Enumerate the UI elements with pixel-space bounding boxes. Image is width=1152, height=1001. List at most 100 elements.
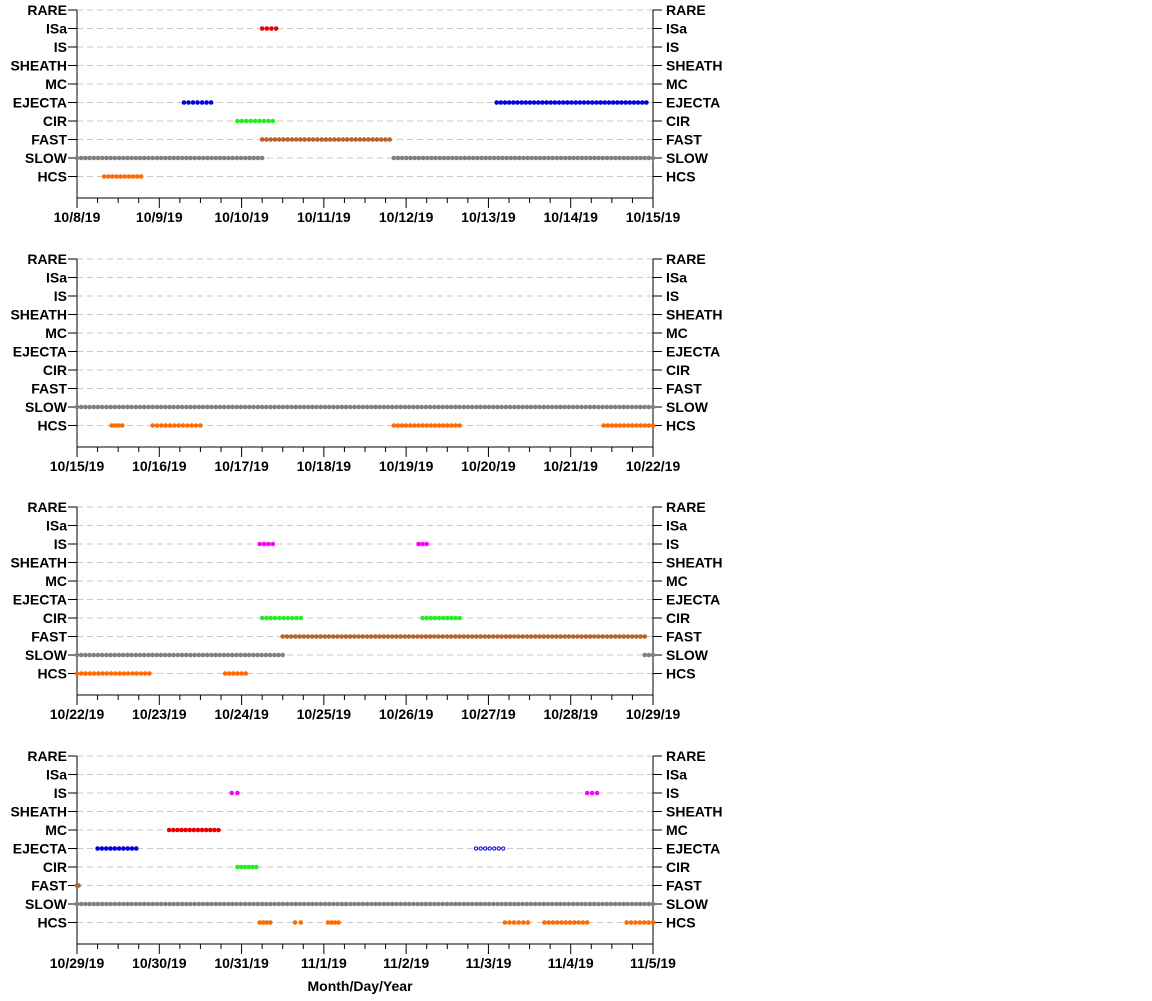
data-point-slow bbox=[167, 155, 172, 161]
data-point-hcs bbox=[150, 423, 156, 428]
data-point-fast bbox=[357, 137, 363, 142]
data-point-slow bbox=[247, 404, 252, 410]
data-point-slow bbox=[562, 404, 568, 410]
data-point-fast bbox=[330, 634, 336, 639]
data-point-ejecta bbox=[208, 100, 214, 105]
right-category-label: CIR bbox=[666, 859, 690, 875]
data-point-slow bbox=[167, 404, 172, 410]
x-tick-label: 11/5/19 bbox=[630, 955, 676, 971]
data-point-slow bbox=[440, 404, 446, 410]
data-point-slow bbox=[200, 901, 206, 907]
data-point-slow bbox=[462, 155, 468, 161]
data-point-slow bbox=[529, 155, 535, 161]
data-point-slow bbox=[251, 155, 257, 161]
data-point-slow bbox=[356, 404, 361, 410]
data-point-slow bbox=[583, 901, 589, 907]
data-point-slow bbox=[642, 901, 647, 907]
data-point-slow bbox=[364, 404, 370, 410]
data-point-slow bbox=[246, 652, 252, 658]
data-point-slow bbox=[116, 652, 122, 658]
data-point-slow bbox=[579, 155, 585, 161]
data-point-hcs bbox=[638, 423, 643, 428]
data-point-fast bbox=[373, 634, 378, 639]
data-point-hcs bbox=[336, 920, 341, 925]
data-point-ejecta bbox=[548, 100, 554, 105]
data-point-slow bbox=[487, 155, 493, 161]
data-point-cir bbox=[250, 864, 255, 870]
data-point-slow bbox=[276, 652, 281, 658]
data-point-fast bbox=[268, 137, 273, 142]
data-point-slow bbox=[209, 155, 214, 161]
data-point-slow bbox=[575, 155, 581, 161]
data-point-hcs bbox=[260, 920, 266, 925]
data-point-fast bbox=[302, 137, 307, 142]
data-point-ejecta bbox=[487, 846, 492, 851]
data-point-slow bbox=[524, 404, 530, 410]
data-point-slow bbox=[398, 404, 404, 410]
data-point-slow bbox=[268, 901, 273, 907]
data-point-slow bbox=[137, 652, 143, 658]
data-point-fast bbox=[427, 634, 433, 639]
data-point-slow bbox=[74, 155, 80, 161]
data-point-slow bbox=[259, 404, 265, 410]
data-point-fast bbox=[566, 634, 572, 639]
data-point-slow bbox=[217, 155, 223, 161]
x-tick-label: 10/25/19 bbox=[297, 706, 352, 722]
right-category-label: HCS bbox=[666, 418, 696, 434]
data-point-fast bbox=[634, 634, 639, 639]
left-category-label: HCS bbox=[37, 915, 67, 931]
data-point-ejecta bbox=[502, 100, 508, 105]
data-point-slow bbox=[646, 155, 652, 161]
data-point-hcs bbox=[226, 671, 232, 676]
data-point-mc bbox=[187, 827, 193, 833]
data-point-fast bbox=[617, 634, 622, 639]
data-point-hcs bbox=[567, 920, 573, 925]
data-point-slow bbox=[528, 901, 534, 907]
data-point-slow bbox=[104, 155, 109, 161]
data-point-slow bbox=[289, 404, 294, 410]
data-point-slow bbox=[650, 901, 656, 907]
data-point-hcs bbox=[646, 920, 651, 925]
left-category-label: RARE bbox=[27, 2, 67, 18]
data-point-fast bbox=[264, 137, 269, 142]
data-point-slow bbox=[251, 901, 256, 907]
data-point-slow bbox=[558, 404, 563, 410]
data-point-hcs bbox=[108, 671, 114, 676]
data-point-slow bbox=[238, 901, 244, 907]
data-point-slow bbox=[465, 901, 471, 907]
data-point-slow bbox=[411, 404, 416, 410]
data-point-ejecta bbox=[598, 100, 603, 105]
right-category-label: FAST bbox=[666, 381, 702, 397]
data-point-ejecta bbox=[492, 846, 497, 851]
data-point-slow bbox=[209, 404, 214, 410]
data-point-slow bbox=[360, 901, 366, 907]
data-point-slow bbox=[469, 901, 475, 907]
data-point-slow bbox=[125, 155, 130, 161]
data-point-slow bbox=[545, 404, 551, 410]
data-point-slow bbox=[158, 404, 164, 410]
data-point-is bbox=[229, 790, 234, 796]
data-point-ejecta bbox=[585, 100, 591, 105]
data-point-slow bbox=[234, 155, 240, 161]
data-point-fast bbox=[482, 634, 488, 639]
data-point-slow bbox=[450, 155, 455, 161]
left-category-label: RARE bbox=[27, 748, 67, 764]
data-point-cir bbox=[268, 615, 274, 621]
data-point-slow bbox=[116, 155, 122, 161]
data-point-slow bbox=[297, 901, 303, 907]
data-point-ejecta bbox=[540, 100, 545, 105]
data-point-slow bbox=[507, 404, 513, 410]
right-category-label: EJECTA bbox=[666, 95, 720, 111]
data-point-ejecta bbox=[631, 100, 637, 105]
data-point-slow bbox=[91, 155, 97, 161]
data-point-slow bbox=[408, 155, 413, 161]
data-point-fast bbox=[490, 634, 496, 639]
data-point-slow bbox=[120, 901, 126, 907]
left-category-label: IS bbox=[54, 785, 67, 801]
data-point-slow bbox=[402, 404, 408, 410]
data-point-slow bbox=[95, 652, 101, 658]
data-point-slow bbox=[297, 404, 303, 410]
data-point-slow bbox=[532, 404, 538, 410]
data-point-hcs bbox=[198, 423, 203, 428]
data-point-ejecta bbox=[129, 846, 135, 851]
